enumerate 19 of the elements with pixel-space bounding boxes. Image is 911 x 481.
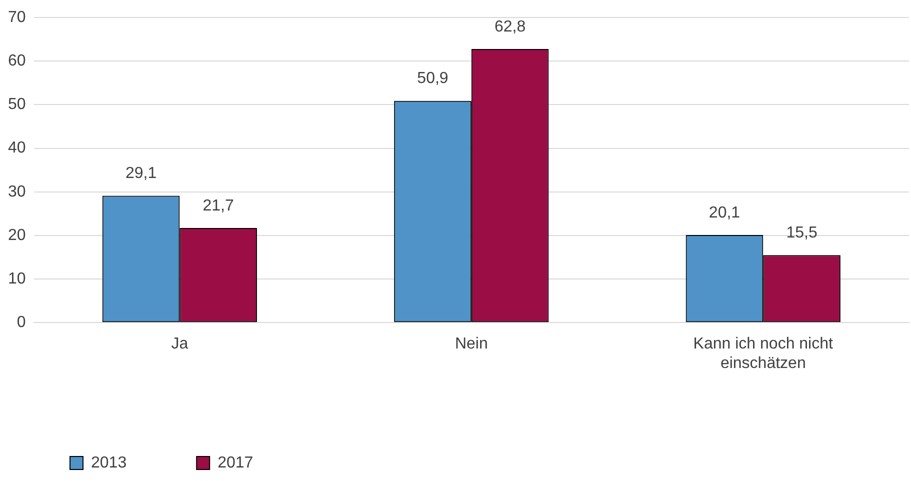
x-tick-label: Nein: [454, 336, 488, 353]
x-tick-label: Kann ich noch nicht einschätzen: [693, 336, 834, 372]
data-label: 50,9: [417, 70, 448, 88]
y-tick-label: 60: [8, 52, 26, 70]
data-label: 29,1: [125, 165, 157, 182]
data-label: 21,7: [202, 197, 234, 214]
y-tick-label: 20: [8, 226, 26, 244]
legend-label: 2017: [218, 454, 254, 472]
data-label: 15,5: [786, 224, 818, 242]
legend-label: 2013: [91, 454, 127, 472]
y-tick-label: 70: [8, 9, 26, 26]
y-tick-label: 40: [8, 140, 26, 157]
data-label: 62,8: [494, 18, 526, 36]
y-tick-label: 0: [16, 314, 26, 332]
y-tick-label: 50: [8, 96, 26, 114]
y-tick-label: 30: [8, 183, 26, 200]
y-tick-label: 10: [8, 270, 26, 288]
data-label: 20,1: [708, 204, 740, 222]
x-tick-label: Ja: [171, 336, 188, 353]
